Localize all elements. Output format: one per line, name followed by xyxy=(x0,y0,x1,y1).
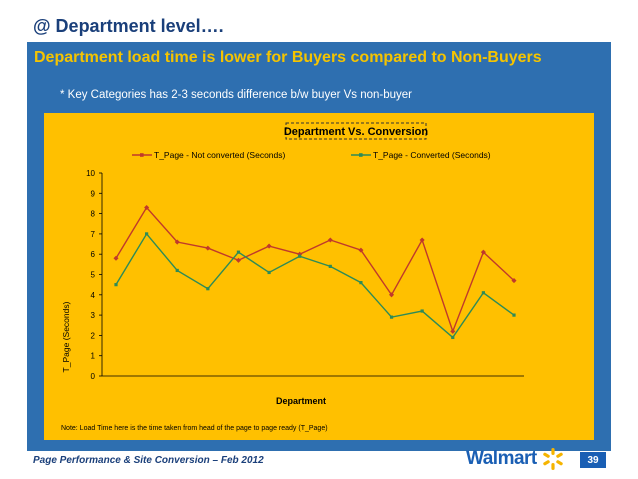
data-point xyxy=(327,237,333,243)
data-point xyxy=(512,313,516,317)
key-categories-note: * Key Categories has 2-3 seconds differe… xyxy=(60,89,413,101)
data-point xyxy=(114,283,118,287)
data-point xyxy=(298,254,302,258)
chart-note: Note: Load Time here is the time taken f… xyxy=(61,425,328,432)
data-point xyxy=(174,239,180,245)
plot-area xyxy=(113,204,517,340)
y-tick-label: 5 xyxy=(91,271,96,280)
y-tick-label: 8 xyxy=(91,210,96,219)
data-point xyxy=(205,245,211,251)
chart-title-box xyxy=(285,122,427,140)
legend-label: T_Page - Converted (Seconds) xyxy=(373,150,491,160)
series-line-1 xyxy=(115,206,515,334)
y-tick-label: 9 xyxy=(91,189,96,198)
data-point xyxy=(235,257,242,263)
banner-heading: Department load time is lower for Buyers… xyxy=(34,49,542,66)
y-tick-label: 0 xyxy=(91,372,96,381)
y-tick-label: 6 xyxy=(91,250,96,259)
data-point xyxy=(328,264,332,268)
data-point xyxy=(389,315,394,319)
data-point xyxy=(236,250,241,254)
data-point xyxy=(419,237,425,243)
y-axis: 0 1 2 3 4 5 6 7 8 9 10 xyxy=(86,169,524,381)
y-tick-label: 2 xyxy=(91,331,96,340)
data-point xyxy=(266,243,272,249)
y-tick-label: 1 xyxy=(91,352,96,361)
data-point xyxy=(267,270,271,275)
y-tick-label: 7 xyxy=(91,230,96,239)
legend-marker xyxy=(359,153,363,157)
x-axis-label: Department xyxy=(276,396,326,406)
footer-text: Page Performance & Site Conversion – Feb… xyxy=(33,455,264,466)
slide-title: @ Department level…. xyxy=(33,16,224,36)
data-point xyxy=(450,328,456,334)
data-point xyxy=(480,249,486,255)
chart-container: Department Vs. Conversion T_Page - Not c… xyxy=(44,113,594,440)
line-chart: Department Vs. Conversion T_Page - Not c… xyxy=(61,122,524,432)
data-point xyxy=(420,309,424,313)
y-tick-label: 10 xyxy=(86,169,95,178)
data-point xyxy=(145,232,149,236)
logo-wordmark: Walmart xyxy=(466,448,537,469)
data-point xyxy=(175,268,179,273)
page-number: 39 xyxy=(580,452,606,468)
walmart-logo: Walmart xyxy=(466,447,566,471)
chart-title: Department Vs. Conversion xyxy=(284,126,429,138)
y-axis-label: T_Page (Seconds) xyxy=(61,301,71,372)
data-point xyxy=(481,291,485,295)
data-point xyxy=(358,247,364,253)
legend-label: T_Page - Not converted (Seconds) xyxy=(154,150,286,160)
series-line-2 xyxy=(115,232,515,339)
y-tick-label: 3 xyxy=(91,311,96,320)
walmart-spark-icon xyxy=(543,448,563,470)
chart-legend: T_Page - Not converted (Seconds) T_Page -… xyxy=(132,150,491,160)
legend-marker xyxy=(140,153,144,157)
data-point xyxy=(359,281,363,285)
data-point xyxy=(451,335,455,340)
y-tick-label: 4 xyxy=(91,291,96,300)
data-point xyxy=(206,287,210,291)
